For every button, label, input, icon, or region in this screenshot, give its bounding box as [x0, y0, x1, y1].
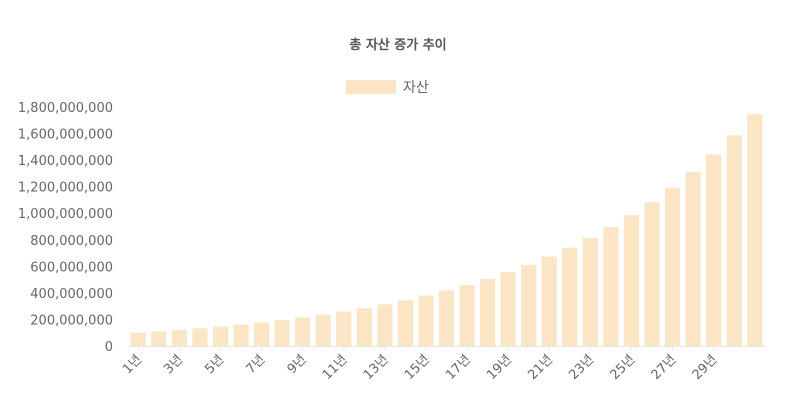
x-tick-label: 13년	[361, 352, 392, 383]
x-tick-label: 19년	[484, 352, 515, 383]
y-tick-label: 1,400,000,000	[18, 154, 113, 169]
bar[interactable]	[233, 324, 249, 346]
x-tick-label: 27년	[649, 352, 680, 383]
y-tick-label: 1,600,000,000	[18, 128, 113, 143]
bar[interactable]	[726, 135, 742, 346]
bar[interactable]	[192, 328, 208, 346]
bar[interactable]	[171, 329, 187, 346]
bar[interactable]	[377, 304, 393, 346]
x-tick-label: 11년	[320, 352, 351, 383]
y-tick-label: 1,200,000,000	[18, 181, 113, 196]
bar[interactable]	[706, 154, 722, 346]
y-axis: 0 200,000,000 400,000,000 600,000,000 800,00…	[18, 101, 113, 355]
x-tick-label: 1년	[120, 352, 145, 377]
bar[interactable]	[438, 290, 455, 346]
bar[interactable]	[459, 284, 475, 346]
x-tick-label: 7년	[243, 352, 268, 377]
x-tick-label: 29년	[690, 352, 721, 383]
bar[interactable]	[500, 272, 516, 346]
bar[interactable]	[274, 320, 290, 346]
bar[interactable]	[623, 215, 640, 346]
y-tick-label: 1,800,000,000	[18, 101, 113, 116]
x-tick-label: 21년	[525, 352, 556, 383]
legend-swatch	[346, 80, 396, 94]
bar[interactable]	[336, 311, 352, 346]
bar[interactable]	[418, 295, 434, 346]
bar[interactable]	[315, 314, 331, 346]
bar[interactable]	[521, 264, 537, 346]
bar[interactable]	[664, 187, 681, 346]
x-tick-label: 17년	[443, 352, 474, 383]
bar[interactable]	[541, 256, 557, 346]
bar[interactable]	[479, 278, 496, 346]
x-tick-label: 3년	[161, 352, 186, 377]
bar[interactable]	[151, 331, 167, 346]
bar[interactable]	[644, 202, 660, 346]
bar[interactable]	[130, 332, 146, 346]
bar[interactable]	[397, 300, 414, 346]
x-tick-label: 9년	[285, 352, 310, 377]
chart-title: 총 자산 증가 추이	[349, 37, 446, 53]
bar[interactable]	[253, 322, 270, 346]
x-tick-label: 15년	[402, 352, 433, 383]
x-tick-label: 25년	[607, 352, 638, 383]
x-tick-label: 5년	[202, 352, 227, 377]
bar[interactable]	[356, 308, 372, 346]
bar[interactable]	[562, 247, 578, 346]
x-tick-label: 23년	[566, 352, 597, 383]
bar[interactable]	[747, 114, 763, 346]
bar[interactable]	[295, 317, 311, 346]
bar[interactable]	[685, 171, 701, 346]
legend-label: 자산	[403, 80, 429, 96]
bar[interactable]	[603, 227, 619, 346]
y-tick-label: 800,000,000	[30, 234, 113, 249]
legend[interactable]: 자산	[346, 80, 429, 96]
y-tick-label: 200,000,000	[30, 313, 113, 328]
bar[interactable]	[212, 326, 229, 346]
y-tick-label: 1,000,000,000	[18, 207, 113, 222]
bar[interactable]	[582, 237, 598, 346]
y-tick-label: 0	[105, 340, 113, 355]
x-axis: 1년 3년 5년 7년 9년 11년 13년 15년 17년 19년 21년 23년 25년 27년 29년	[120, 346, 765, 383]
y-tick-label: 600,000,000	[30, 260, 113, 275]
bar-series	[130, 114, 763, 346]
y-tick-label: 400,000,000	[30, 287, 113, 302]
